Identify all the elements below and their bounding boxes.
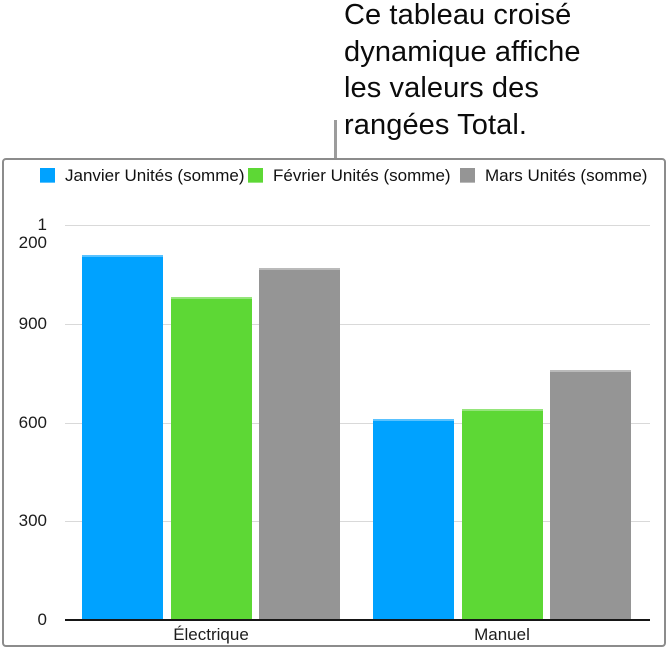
x-category-label-manuel: Manuel bbox=[474, 625, 530, 644]
bar-fevrier-manuel[interactable] bbox=[461, 409, 543, 620]
legend-label-janvier: Janvier Unités (somme) bbox=[65, 165, 245, 185]
bar-janvier-manuel[interactable] bbox=[372, 419, 454, 620]
x-axis-line bbox=[65, 619, 650, 621]
gridline-300 bbox=[65, 521, 650, 523]
bar-fevrier-electrique[interactable] bbox=[170, 297, 252, 620]
bar-janvier-electrique[interactable] bbox=[81, 254, 163, 620]
y-tick-label-300: 300 bbox=[18, 511, 47, 531]
legend-label-fevrier: Février Unités (somme) bbox=[273, 165, 451, 185]
legend-item-fevrier[interactable]: Février Unités (somme) bbox=[248, 165, 451, 185]
gridline-600 bbox=[65, 422, 650, 424]
legend-swatch-mars bbox=[460, 168, 475, 183]
y-tick-label-0: 0 bbox=[37, 610, 47, 629]
legend-swatch-fevrier bbox=[248, 168, 263, 183]
pivot-chart-frame: Janvier Unités (somme) Février Unités (so… bbox=[2, 158, 666, 647]
y-tick-label-900: 900 bbox=[18, 313, 47, 333]
bar-mars-manuel[interactable] bbox=[550, 369, 632, 620]
y-tick-label-1200: 1 200 bbox=[18, 215, 47, 252]
x-category-label-electrique: Électrique bbox=[173, 625, 249, 644]
plot-area bbox=[65, 225, 650, 621]
gridline-900 bbox=[65, 323, 650, 325]
legend-item-mars[interactable]: Mars Unités (somme) bbox=[460, 165, 648, 185]
legend-label-mars: Mars Unités (somme) bbox=[485, 165, 648, 185]
bar-mars-electrique[interactable] bbox=[259, 267, 341, 620]
callout-connector-line bbox=[334, 120, 337, 158]
y-tick-label-600: 600 bbox=[18, 412, 47, 432]
gridline-1200 bbox=[65, 225, 650, 226]
legend-swatch-janvier bbox=[40, 168, 55, 183]
legend-item-janvier[interactable]: Janvier Unités (somme) bbox=[40, 165, 245, 185]
y-axis-labels: 0 300 600 900 1 200 bbox=[5, 216, 47, 629]
callout-text: Ce tableau croisé dynamique affiche les … bbox=[344, 0, 581, 141]
